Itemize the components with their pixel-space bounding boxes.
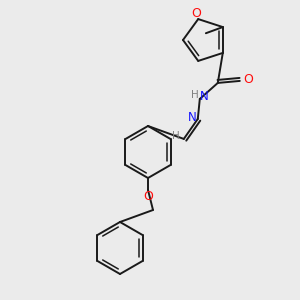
Text: O: O	[143, 190, 153, 202]
Text: H: H	[191, 90, 199, 100]
Text: N: N	[188, 111, 196, 124]
Text: H: H	[172, 131, 180, 141]
Text: O: O	[191, 7, 201, 20]
Text: O: O	[243, 74, 253, 86]
Text: N: N	[200, 90, 208, 104]
